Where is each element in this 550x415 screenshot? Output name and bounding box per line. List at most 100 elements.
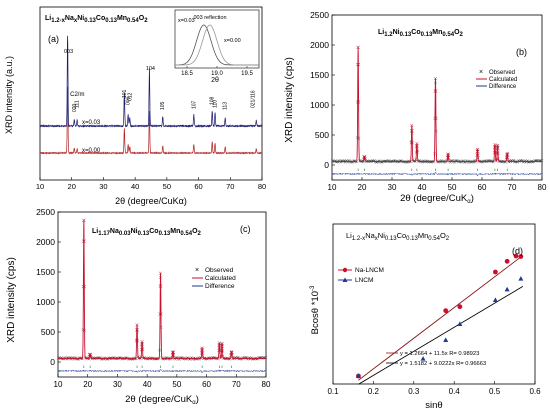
observed-point (158, 284, 162, 288)
observed-point (493, 145, 497, 149)
observed-point (159, 284, 163, 288)
panel-a-label: (a) (48, 34, 59, 44)
ytick-label: 1000 (310, 100, 329, 110)
inset-label: 003 reflection (193, 15, 226, 21)
observed-point (475, 153, 479, 157)
observed-point (81, 284, 86, 289)
point-Na-LNCM (504, 258, 510, 264)
observed-point (81, 239, 86, 243)
panel-c-y-ticks: 0 500 1000 1500 2000 2500 (36, 207, 61, 367)
observed-point (410, 140, 414, 145)
point-Na-LNCM (493, 269, 498, 275)
peak-label: 111 (75, 100, 81, 108)
panel-c-legend: × Observed Calculated Difference (192, 267, 236, 290)
a-xtick-label: 30 (99, 182, 107, 191)
point-LNCM (504, 286, 510, 292)
panel-c-title: Li1.17Na0.03Ni0.13Co0.13Mn0.54O2 (92, 228, 202, 237)
panel-d-xlabel: sinθ (425, 400, 442, 411)
observed-point (135, 328, 139, 332)
observed-point (495, 151, 499, 155)
peak-label: 105 (160, 101, 166, 110)
observed-point (505, 151, 509, 156)
inset-xtick-label: 19.5 (241, 71, 253, 77)
observed-point (219, 349, 224, 353)
observed-point (434, 89, 438, 93)
panel-b-label: (b) (516, 47, 527, 57)
observed-point (415, 150, 420, 154)
panel-d-ylabel: Bcosθ *10-3 (310, 285, 321, 334)
observed-point (415, 144, 419, 148)
a-xtick-label: 70 (226, 182, 234, 191)
xtick-label: 80 (262, 380, 271, 389)
trace-x=0.00 (39, 86, 263, 155)
panel-d-legend: Na-LNCM LNCM (338, 267, 384, 284)
xtick-label: 80 (538, 183, 547, 192)
peak-label: 021/116 (251, 90, 257, 108)
inset-curves (175, 24, 259, 66)
legend-na-lncm-label: Na-LNCM (355, 267, 384, 274)
a-xtick-label: 40 (131, 182, 139, 191)
panel-c: 0 500 1000 1500 2000 2500 10 20 30 40 50 60 70 80 XR… (6, 207, 271, 406)
d-xtick-label: 0.1 (327, 387, 339, 396)
observed-point (135, 339, 140, 343)
observed-point (496, 146, 500, 150)
panel-b-legend: × Observed Calculated Difference (476, 69, 517, 90)
peak-label: C2/m (70, 92, 84, 98)
panel-a-series-label-x000: x=0.00 (82, 148, 101, 154)
panel-c-x-ticks: 10 20 30 40 50 60 70 80 (54, 374, 271, 389)
xtick-label: 20 (358, 183, 367, 192)
difference-line (57, 369, 266, 374)
point-LNCM (443, 337, 449, 342)
inset-xtick-label: 19.0 (211, 71, 223, 77)
point-LNCM (492, 297, 498, 302)
observed-point (414, 150, 419, 154)
legend-observed-label: Observed (205, 267, 234, 274)
point-LNCM (355, 373, 361, 378)
observed-point (171, 351, 175, 355)
observed-point (140, 347, 145, 352)
panel-d-x-ticks: 0.1 0.2 0.3 0.4 0.5 0.6 (327, 381, 541, 396)
observed-point (356, 62, 361, 67)
inset-xlabel: 2θ (211, 77, 219, 84)
panel-b-ylabel: XRD intensity (cps) (284, 57, 295, 143)
panel-d-plot (355, 253, 524, 385)
observed-point (158, 271, 163, 275)
panel-c-label: (c) (240, 224, 251, 234)
xtick-label: 20 (83, 380, 92, 389)
peak-label: 003 (64, 49, 73, 55)
panel-b-x-ticks: 10 20 30 40 50 60 70 80 (328, 177, 547, 192)
a-xtick-label: 20 (68, 182, 76, 191)
panel-b-traces (331, 45, 544, 177)
xtick-label: 50 (172, 380, 181, 389)
ytick-label: 2000 (36, 237, 55, 247)
panel-b-y-ticks: 0 500 1000 1500 2000 2500 (310, 10, 335, 170)
trace-x=0.03 (39, 35, 263, 128)
ytick-label: 0 (50, 357, 55, 367)
panel-c-xlabel: 2θ (degree/CuKα) (125, 394, 199, 406)
inset-x-ticks: 18.5 19.0 19.5 (181, 66, 253, 77)
panel-c-ylabel: XRD intensity (cps) (6, 257, 17, 343)
inset-xtick-label: 18.5 (181, 71, 193, 77)
a-xtick-label: 50 (163, 182, 171, 191)
calculated-line (58, 220, 266, 359)
observed-point (230, 353, 234, 357)
point-Na-LNCM (443, 308, 449, 314)
observed-point (220, 344, 224, 348)
observed-point (496, 151, 500, 155)
d-xtick-label: 0.4 (449, 387, 461, 396)
peak-label: 006 (126, 96, 132, 105)
fit-line-Na-LNCM (358, 255, 524, 381)
observed-point (492, 150, 497, 155)
point-LNCM (457, 321, 463, 326)
observed-point (476, 149, 480, 153)
legend-difference-label: Difference (205, 283, 235, 290)
observed-point (158, 312, 162, 316)
point-Na-LNCM (513, 253, 519, 259)
observed-point (134, 339, 139, 343)
observed-point (200, 351, 205, 355)
observed-point (82, 218, 86, 223)
observed-point (82, 284, 87, 289)
observed-point (217, 343, 222, 347)
d-xtick-label: 0.3 (408, 387, 420, 396)
panel-b: 0 500 1000 1500 2000 2500 10 20 30 40 50 60 70 80 XR… (284, 10, 547, 205)
